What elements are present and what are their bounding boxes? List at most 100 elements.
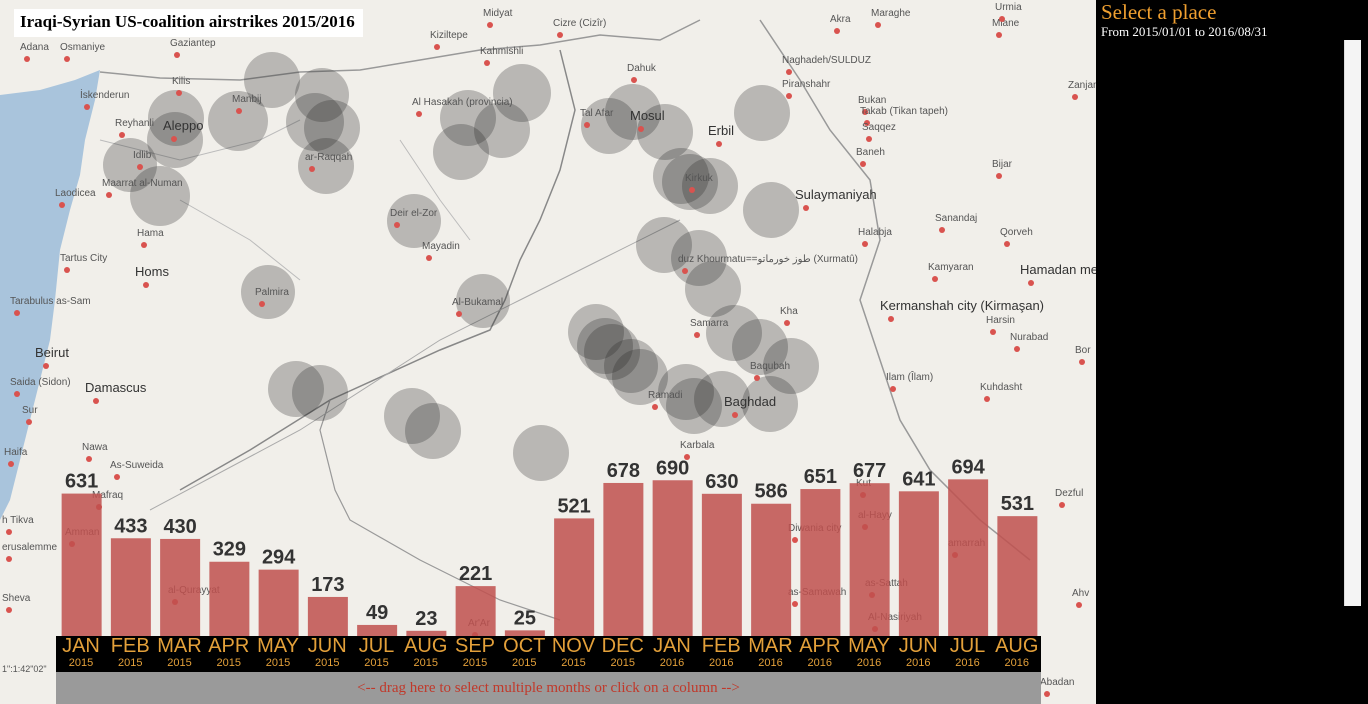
month-tick-label[interactable]: MAR 2016 <box>746 636 796 670</box>
strike-bubble[interactable] <box>304 100 360 156</box>
strike-bubble[interactable] <box>605 84 661 140</box>
strike-bubble[interactable] <box>682 158 738 214</box>
bar[interactable] <box>800 489 841 636</box>
city-dot <box>716 141 722 147</box>
bar[interactable] <box>652 480 693 636</box>
month-tick-label[interactable]: JUL 2015 <box>352 635 402 670</box>
strike-bubble[interactable] <box>292 365 348 421</box>
strike-bubble[interactable] <box>706 305 762 361</box>
city-label: As-Suweida <box>110 460 164 471</box>
strike-bubble[interactable] <box>387 194 441 248</box>
bar[interactable] <box>61 493 102 636</box>
strike-bubble[interactable] <box>742 376 798 432</box>
bar[interactable] <box>455 586 496 636</box>
month-year: 2015 <box>68 657 94 669</box>
strike-bubble[interactable] <box>268 361 324 417</box>
city-label: Samarra <box>690 318 729 329</box>
strike-bubble[interactable] <box>244 52 300 108</box>
strike-bubble[interactable] <box>103 138 157 192</box>
strike-bubble[interactable] <box>653 148 709 204</box>
strike-bubble[interactable] <box>666 378 722 434</box>
strike-bubble[interactable] <box>440 90 496 146</box>
month-tick-label[interactable]: JUL 2016 <box>943 636 993 670</box>
month-tick-label[interactable]: OCT 2015 <box>499 636 549 670</box>
strike-bubble[interactable] <box>637 104 693 160</box>
strike-bubble[interactable] <box>604 339 658 393</box>
month-tick-label[interactable]: SEP 2015 <box>450 636 500 670</box>
bar[interactable] <box>406 630 447 636</box>
month-tick-label[interactable]: MAY 2016 <box>844 636 894 670</box>
strike-bubble[interactable] <box>584 324 640 380</box>
bar[interactable] <box>258 569 299 636</box>
month-name: JUL <box>358 635 395 657</box>
bar[interactable] <box>898 491 939 636</box>
strike-bubble[interactable] <box>658 364 714 420</box>
bar[interactable] <box>948 479 989 636</box>
strike-bubble[interactable] <box>685 261 741 317</box>
strike-bubble[interactable] <box>474 102 530 158</box>
city-label: İskenderun <box>80 90 130 101</box>
bar[interactable] <box>603 482 644 636</box>
strike-bubble[interactable] <box>493 64 551 122</box>
month-tick-label[interactable]: NOV 2015 <box>549 635 599 670</box>
bar-chart[interactable]: 631 433 430 329 294 173 49 23 221 25 521 678 690 630 5… <box>0 0 1096 704</box>
month-tick-label[interactable]: JUN 2016 <box>893 636 943 670</box>
city-dot <box>652 404 658 410</box>
strike-bubble[interactable] <box>456 274 510 328</box>
month-tick-label[interactable]: AUG 2015 <box>401 636 451 670</box>
bar[interactable] <box>504 630 545 636</box>
strike-bubble[interactable] <box>671 230 727 286</box>
bar[interactable] <box>209 561 250 636</box>
strike-bubble[interactable] <box>612 349 668 405</box>
strike-bubble[interactable] <box>130 166 190 226</box>
strike-bubble[interactable] <box>384 388 440 444</box>
month-tick-label[interactable]: APR 2016 <box>795 636 845 670</box>
month-tick-label[interactable]: JAN 2015 <box>56 636 106 670</box>
strike-bubble[interactable] <box>295 68 349 122</box>
strike-bubble[interactable] <box>694 371 750 427</box>
month-tick-label[interactable]: AUG 2016 <box>992 636 1042 670</box>
month-name: NOV <box>551 635 596 657</box>
strike-bubble[interactable] <box>763 338 819 394</box>
strike-bubble[interactable] <box>577 318 633 374</box>
bar[interactable] <box>997 516 1038 636</box>
strike-bubble[interactable] <box>734 85 790 141</box>
strike-bubble[interactable] <box>298 138 354 194</box>
bar[interactable] <box>307 596 348 636</box>
month-tick-label[interactable]: FEB 2016 <box>696 635 746 670</box>
drag-selector[interactable]: <-- drag here to select multiple months … <box>56 672 1041 704</box>
bar[interactable] <box>110 538 151 636</box>
strike-bubble[interactable] <box>433 124 489 180</box>
month-tick-label[interactable]: MAY 2015 <box>253 636 303 670</box>
month-tick-label[interactable]: DEC 2015 <box>598 636 648 670</box>
strike-bubble[interactable] <box>636 217 692 273</box>
month-tick-label[interactable]: MAR 2015 <box>155 636 205 670</box>
strike-bubble[interactable] <box>581 98 637 154</box>
strike-bubble[interactable] <box>241 265 295 319</box>
strike-bubble[interactable] <box>513 425 569 481</box>
bar[interactable] <box>751 503 792 636</box>
month-tick-label[interactable]: JUN 2015 <box>302 636 352 670</box>
month-tick-label[interactable]: FEB 2015 <box>105 636 155 670</box>
city-label: Qorveh <box>1000 227 1033 238</box>
strike-bubble[interactable] <box>208 91 268 151</box>
bar[interactable] <box>554 518 595 636</box>
bar[interactable] <box>701 493 742 636</box>
city-label: Urmia <box>995 2 1022 13</box>
month-name: FEB <box>701 635 741 657</box>
strike-bubble[interactable] <box>743 182 799 238</box>
scrollbar[interactable] <box>1344 40 1361 606</box>
border-inner <box>99 119 471 281</box>
city-label: Ahv <box>1072 588 1090 599</box>
strike-bubble[interactable] <box>286 93 344 151</box>
month-tick-label[interactable]: APR 2015 <box>204 636 254 670</box>
strike-bubble[interactable] <box>732 319 788 375</box>
bar[interactable] <box>160 538 201 636</box>
month-tick-label[interactable]: JAN 2016 <box>647 636 697 670</box>
bar[interactable] <box>849 483 890 636</box>
bar[interactable] <box>357 624 398 636</box>
month-year: 2015 <box>265 657 291 669</box>
strike-bubble[interactable] <box>568 304 624 360</box>
strike-bubble[interactable] <box>405 403 461 459</box>
strike-bubble[interactable] <box>662 154 718 210</box>
